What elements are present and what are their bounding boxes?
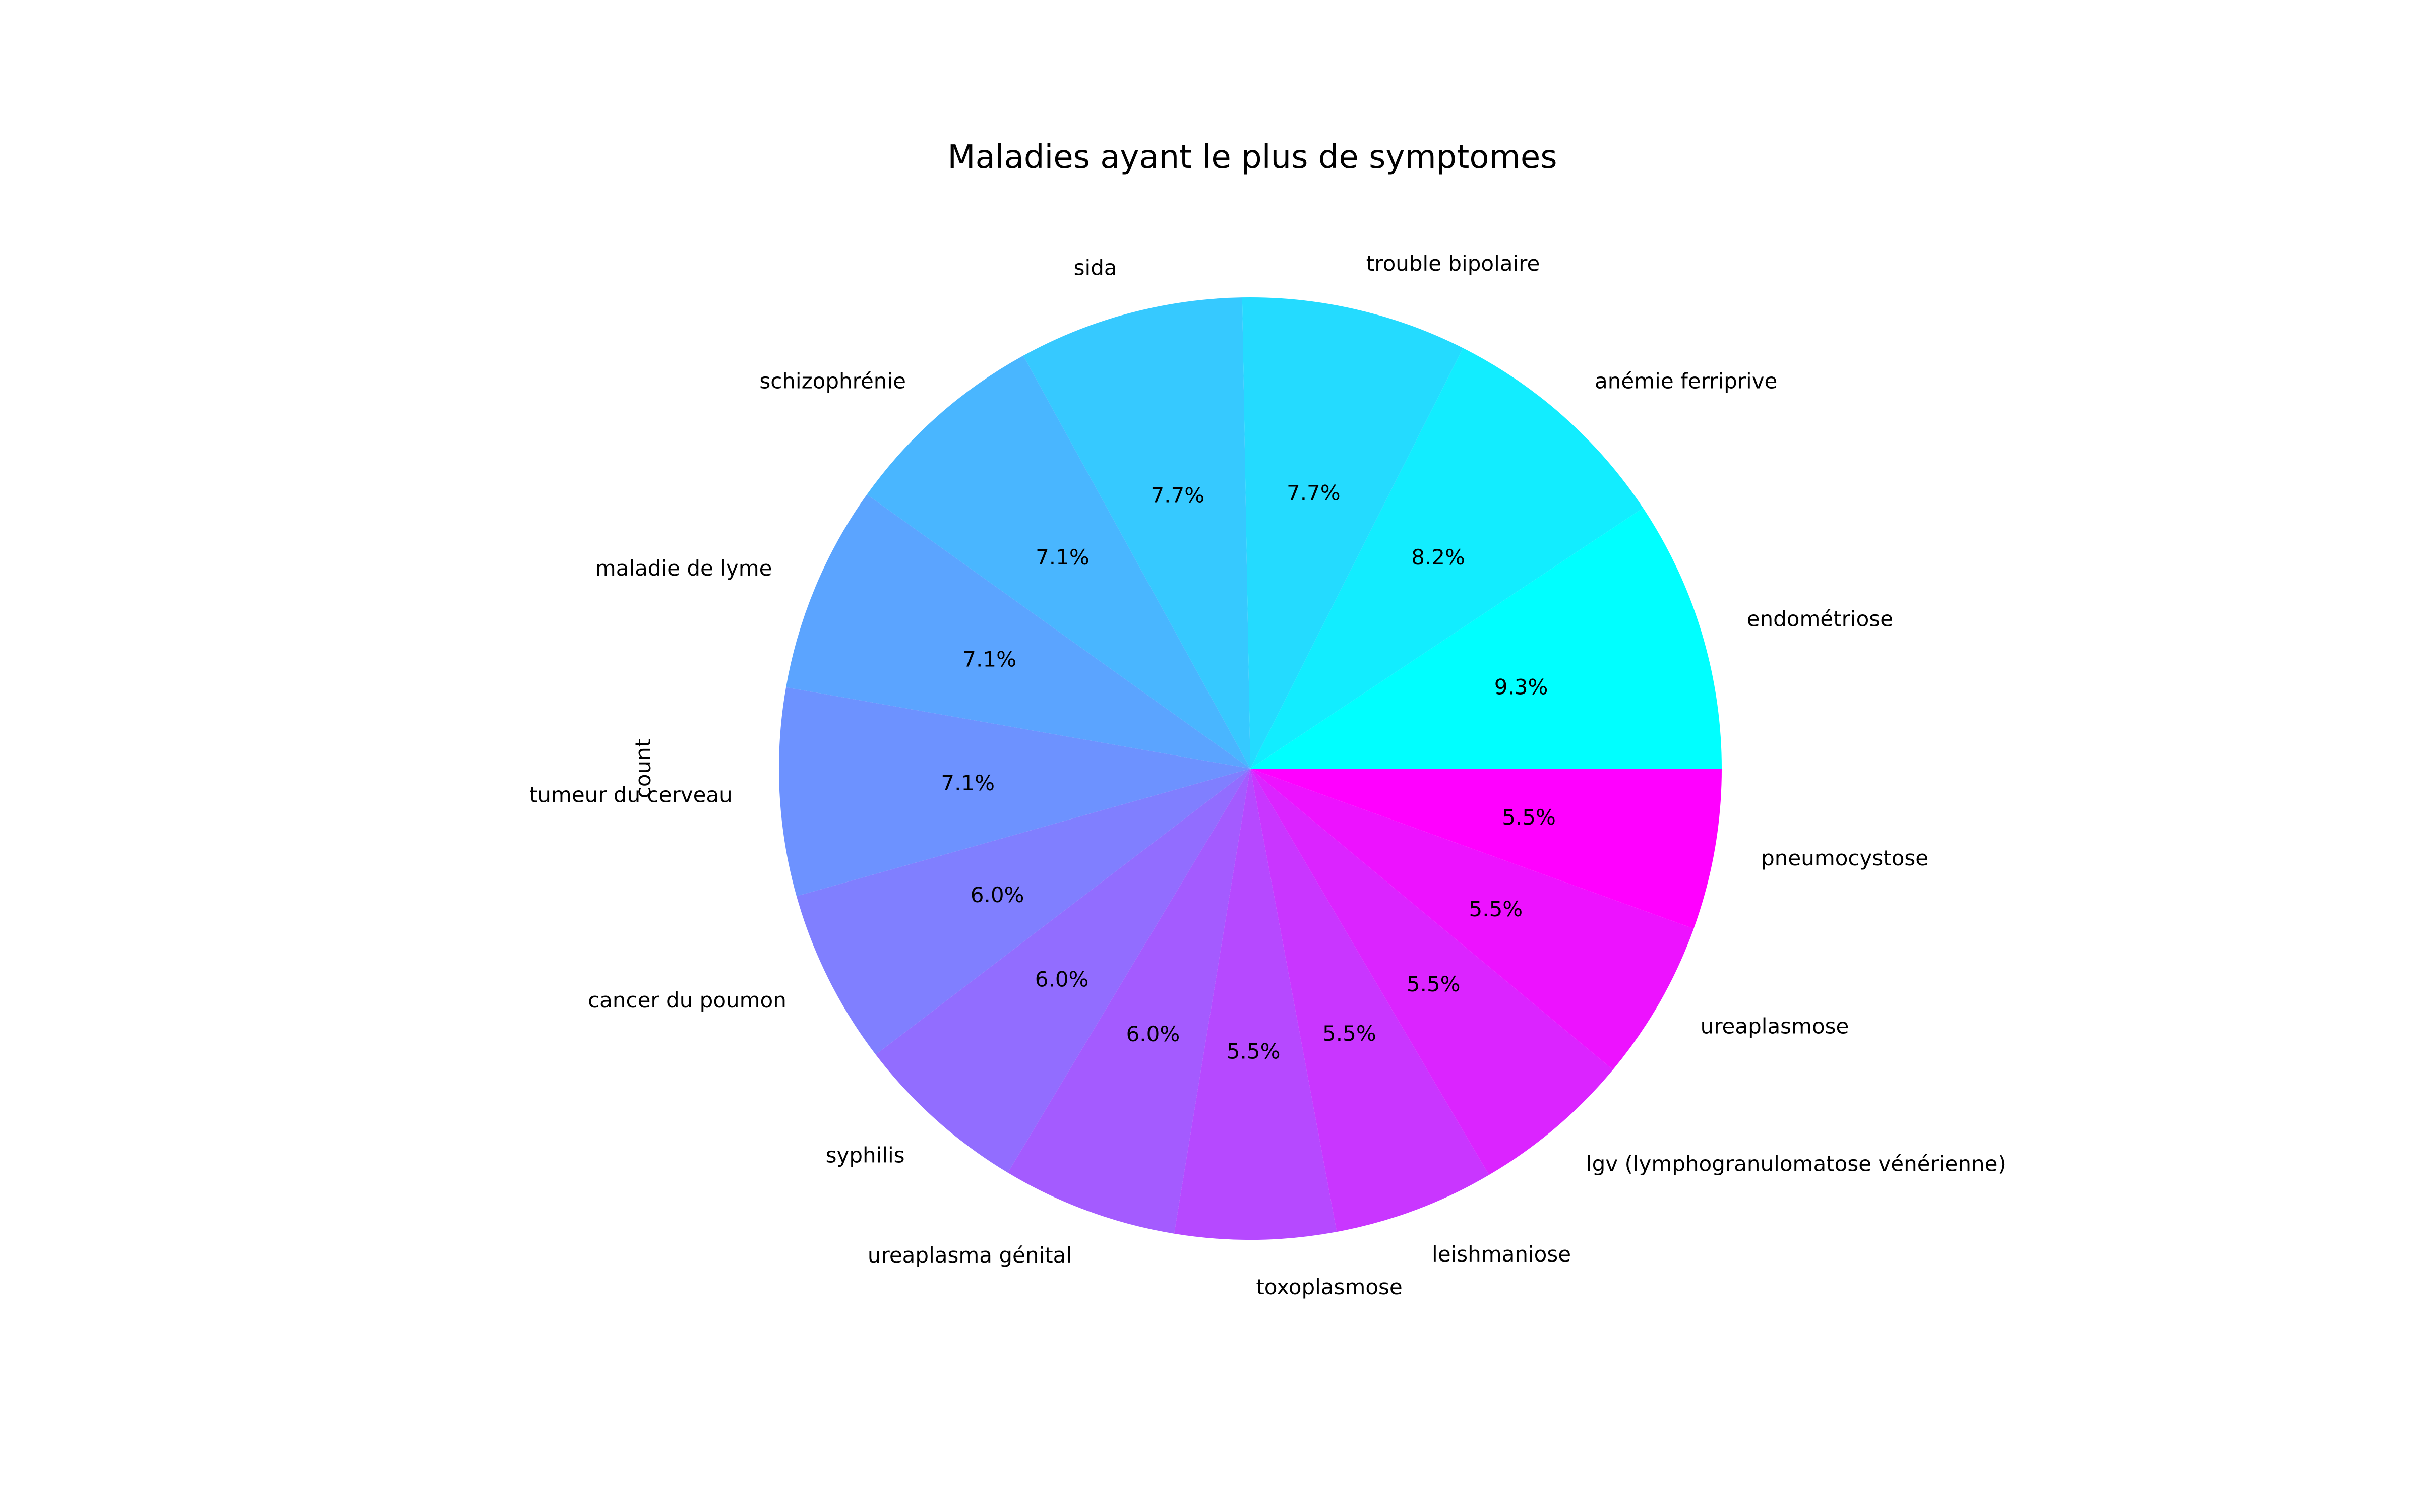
slice-category-label: tumeur du cerveau [529, 782, 733, 807]
slice-category-label: ureaplasma génital [868, 1243, 1072, 1268]
pie-slice [867, 355, 1250, 769]
y-axis-label: count [631, 739, 655, 799]
slice-percent-label: 7.1% [962, 647, 1016, 672]
chart-title: Maladies ayant le plus de symptomes [947, 139, 1557, 176]
slice-percent-label: 7.7% [1287, 481, 1341, 506]
pie-slice [786, 494, 1250, 769]
slice-percent-label: 5.5% [1227, 1039, 1281, 1063]
slice-category-label: lgv (lymphogranulomatose vénérienne) [1586, 1151, 2006, 1176]
pie-slice [1242, 297, 1463, 769]
slice-category-label: toxoplasmose [1256, 1275, 1402, 1299]
slice-percent-label: 5.5% [1502, 805, 1556, 830]
pie-slice [1174, 769, 1337, 1240]
slice-category-label: trouble bipolaire [1366, 251, 1540, 276]
slice-percent-label: 5.5% [1469, 897, 1523, 921]
slice-percent-label: 7.1% [941, 771, 995, 795]
pie-slice [778, 687, 1250, 897]
slice-category-label: maladie de lyme [595, 556, 772, 581]
slice-percent-label: 9.3% [1494, 674, 1548, 699]
pie-slice [1250, 769, 1613, 1175]
slice-percent-label: 7.7% [1151, 483, 1204, 508]
pie-slices [778, 297, 1722, 1240]
slice-percent-label: 6.0% [1035, 967, 1089, 992]
slice-category-label: sida [1074, 256, 1117, 280]
pie-slice [1250, 508, 1722, 769]
slice-percent-label: 5.5% [1322, 1021, 1376, 1046]
slice-category-label: syphilis [826, 1143, 905, 1167]
slice-category-label: leishmaniose [1432, 1242, 1571, 1267]
pie-slice [1250, 769, 1694, 1070]
slice-category-label: schizophrénie [759, 369, 906, 394]
slice-category-label: ureaplasmose [1701, 1014, 1849, 1038]
slice-percent-label: 7.1% [1036, 545, 1090, 570]
slice-category-label: anémie ferriprive [1595, 369, 1777, 394]
pie-slice [1250, 769, 1722, 929]
pie-slice [1250, 348, 1643, 769]
slice-category-label: endométriose [1747, 606, 1893, 631]
pie-slice [875, 769, 1250, 1173]
percent-labels: 9.3% 8.2% 7.7% 7.7% 7.1% 7.1% 7.1% 6.0% 6.0% 6.0%… [941, 481, 1556, 1064]
slice-percent-label: 6.0% [1126, 1022, 1180, 1046]
pie-slice [1007, 769, 1250, 1234]
category-labels: endométriose anémie ferriprive trouble bip… [529, 251, 2006, 1299]
slice-percent-label: 5.5% [1407, 972, 1461, 996]
slice-category-label: cancer du poumon [588, 988, 786, 1013]
pie-slice [1250, 769, 1489, 1232]
slice-percent-label: 8.2% [1411, 545, 1465, 570]
pie-slice [1023, 297, 1250, 769]
slice-category-label: pneumocystose [1761, 846, 1928, 870]
slice-percent-label: 6.0% [971, 883, 1024, 907]
pie-slice [796, 769, 1250, 1055]
